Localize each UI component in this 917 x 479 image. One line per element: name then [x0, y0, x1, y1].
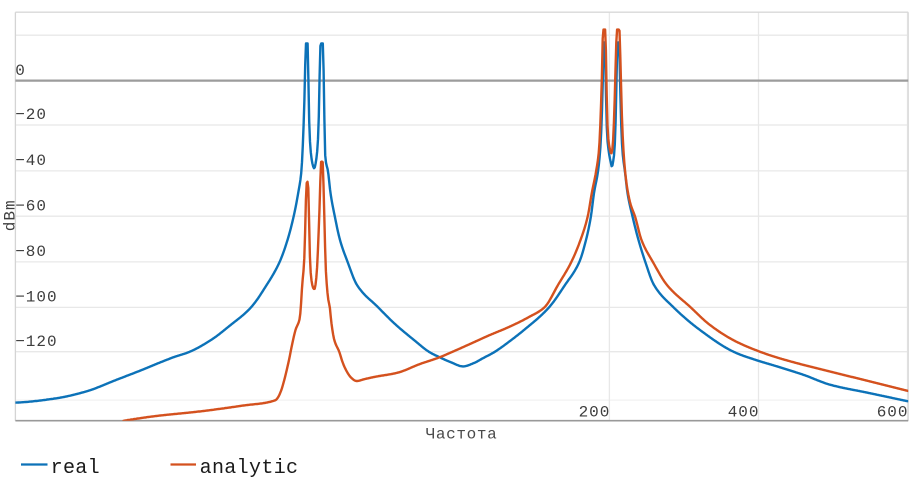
svg-text:−60: −60 — [15, 197, 47, 215]
svg-text:−20: −20 — [15, 106, 47, 124]
svg-text:real: real — [51, 457, 100, 479]
svg-text:−100: −100 — [15, 289, 57, 307]
svg-text:Частота: Частота — [426, 425, 498, 443]
svg-text:600: 600 — [877, 404, 909, 422]
svg-text:200: 200 — [579, 404, 611, 422]
svg-text:−120: −120 — [15, 333, 57, 351]
svg-text:dBm: dBm — [2, 199, 20, 231]
svg-text:analytic: analytic — [200, 457, 299, 479]
svg-text:−40: −40 — [15, 152, 47, 170]
svg-text:400: 400 — [728, 404, 760, 422]
svg-text:−80: −80 — [15, 243, 47, 261]
svg-text:0: 0 — [15, 62, 26, 80]
